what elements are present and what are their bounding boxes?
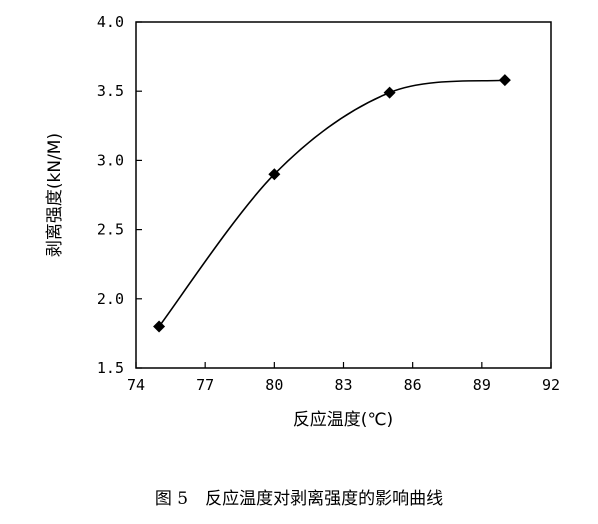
x-tick-label: 86 [404,376,422,394]
x-tick-label: 77 [196,376,214,394]
plot-frame [135,21,552,369]
x-tick-label: 74 [127,376,145,394]
series-line [158,79,505,327]
plot-area-border [135,21,552,369]
chart: 1.5 2.0 2.5 3.0 3.5 4.0 74 77 80 83 86 89 92 反应温度(℃… [45,13,560,430]
y-tick-label: 4.0 [97,13,124,31]
x-tick-label: 89 [473,376,491,394]
x-tick-label: 80 [265,376,283,394]
data-point-marker [153,320,166,333]
series-markers [153,74,511,333]
figure-caption: 图 5 反应温度对剥离强度的影响曲线 [154,489,444,509]
y-axis-ticks: 1.5 2.0 2.5 3.0 3.5 4.0 [97,13,142,377]
x-tick-label: 83 [334,376,352,394]
y-tick-label: 2.5 [97,221,124,239]
data-point-marker [383,86,396,99]
y-tick-label: 3.0 [97,151,124,169]
y-tick-label: 2.0 [97,290,124,308]
data-point-marker [268,168,281,181]
data-point-marker [498,74,511,87]
y-tick-label: 3.5 [97,82,124,100]
x-axis-title: 反应温度(℃) [293,410,393,430]
y-tick-label: 1.5 [97,359,124,377]
x-tick-label: 92 [542,376,560,394]
y-axis-title: 剥离强度(kN/M) [45,133,65,257]
x-axis-ticks: 74 77 80 83 86 89 92 [127,362,560,394]
